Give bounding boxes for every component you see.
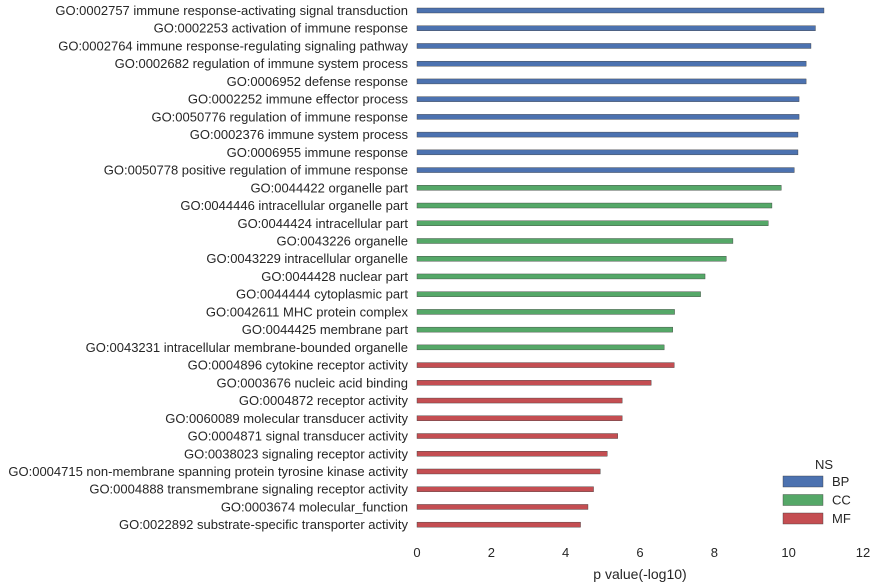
category-label: GO:0044424 intracellular part [237,216,408,231]
category-label: GO:0004715 non-membrane spanning protein… [8,464,408,479]
legend-swatch-cc [782,494,824,506]
category-label: GO:0002757 immune response-activating si… [55,3,408,18]
category-label: GO:0002764 immune response-regulating si… [58,38,408,53]
bar-go-0050776 [416,114,800,120]
category-label: GO:0043226 organelle [276,233,408,248]
category-label: GO:0022892 substrate-specific transporte… [119,517,409,532]
category-labels-layer: GO:0002757 immune response-activating si… [8,3,408,532]
x-tick-label: 2 [488,545,495,560]
bar-go-0003674 [416,504,589,510]
category-label: GO:0044425 membrane part [242,322,409,337]
bar-go-0044422 [416,185,782,191]
bar-go-0022892 [416,521,581,528]
legend-label-mf: MF [832,511,851,526]
bar-go-0006955 [416,149,799,156]
x-axis-ticks-layer: 0 2 4 6 8 10 12 [413,545,870,560]
category-label: GO:0044428 nuclear part [261,269,408,284]
category-label: GO:0002253 activation of immune response [154,21,408,36]
legend-swatch-mf [782,512,824,525]
legend-label-cc: CC [832,493,851,508]
category-label: GO:0004896 cytokine receptor activity [188,358,409,373]
bar-go-0002253 [416,25,816,31]
category-label: GO:0006955 immune response [227,145,408,160]
bar-go-0043231 [416,344,665,351]
category-label: GO:0002682 regulation of immune system p… [115,56,409,71]
category-label: GO:0050778 positive regulation of immune… [104,163,408,178]
x-axis-label: p value(-log10) [593,566,686,582]
category-label: GO:0060089 molecular transducer activity [165,411,408,426]
category-label: GO:0038023 signaling receptor activity [184,446,409,461]
bar-go-0002764 [416,43,812,49]
bar-go-0004888 [416,486,594,492]
legend-swatch-bp [782,475,824,488]
bar-go-0004896 [416,362,675,368]
x-tick-label: 4 [562,545,569,560]
x-tick-label: 10 [781,545,795,560]
category-label: GO:0003674 molecular_function [221,499,408,514]
x-tick-label: 8 [711,545,718,560]
bar-go-0044446 [416,202,773,209]
bar-go-0044444 [416,291,701,297]
x-tick-label: 0 [413,545,420,560]
category-label: GO:0003676 nucleic acid binding [216,375,408,390]
category-label: GO:0044422 organelle part [250,180,408,195]
legend-label-bp: BP [832,474,849,489]
x-tick-label: 12 [856,545,870,560]
bar-go-0044428 [416,273,706,280]
category-label: GO:0004871 signal transducer activity [188,429,409,444]
category-label: GO:0006952 defense response [227,74,408,89]
bar-go-0002252 [416,96,800,102]
legend-title: NS [815,457,833,472]
category-label: GO:0004872 receptor activity [239,393,409,408]
category-label: GO:0002252 immune effector process [188,92,409,107]
bar-go-0050778 [416,167,795,173]
bar-go-0043229 [416,256,727,262]
bar-go-0042611 [416,309,675,315]
bar-go-0004715 [416,468,601,475]
category-label: GO:0004888 transmembrane signaling recep… [89,482,408,497]
bar-go-0060089 [416,415,623,421]
bar-go-0002682 [416,60,807,67]
bar-go-0043226 [416,238,734,244]
category-label: GO:0043231 intracellular membrane-bounde… [86,340,408,355]
bar-go-0006952 [416,78,807,85]
bar-go-0004872 [416,397,623,404]
bar-go-0002376 [416,131,799,138]
bar-go-0002757 [416,7,825,14]
x-tick-label: 6 [636,545,643,560]
bars-layer [416,7,825,528]
bar-go-0038023 [416,451,608,457]
category-label: GO:0002376 immune system process [190,127,409,142]
category-label: GO:0044444 cytoplasmic part [236,287,408,302]
bar-go-0044424 [416,220,769,226]
category-label: GO:0050776 regulation of immune response [151,109,408,124]
bar-go-0044425 [416,326,673,333]
bar-go-0003676 [416,380,652,386]
category-label: GO:0043229 intracellular organelle [206,251,408,266]
category-label: GO:0042611 MHC protein complex [206,304,409,319]
category-label: GO:0044446 intracellular organelle part [180,198,408,213]
bar-go-0004871 [416,433,618,439]
legend: NS BP CC MF [782,457,851,526]
